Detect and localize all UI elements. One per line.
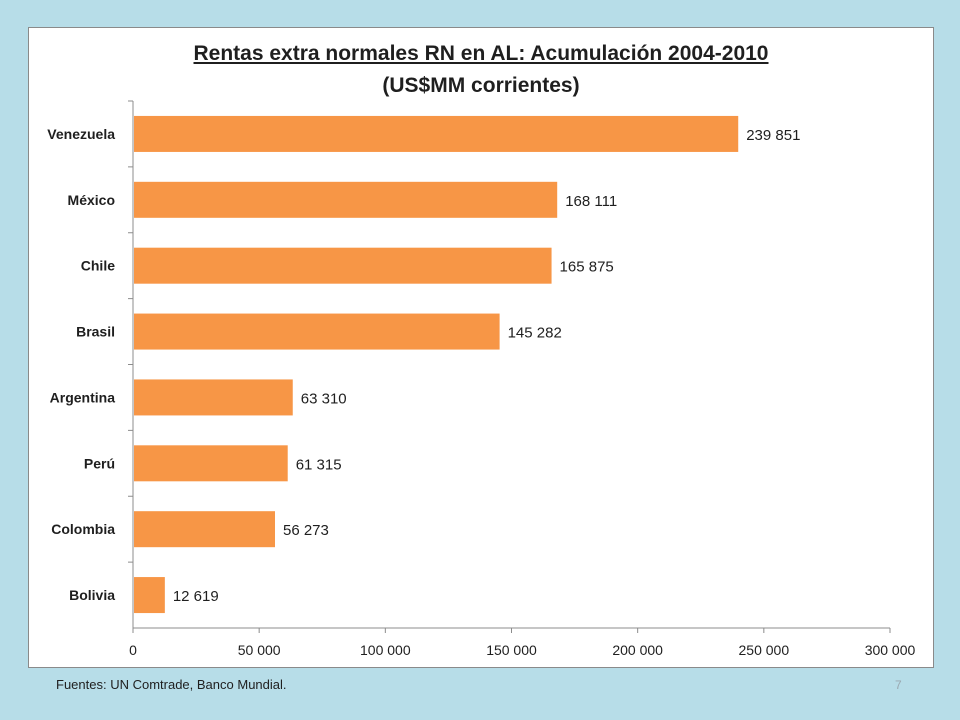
category-label: Argentina bbox=[50, 389, 116, 405]
bar-chart: 0 50 000 100 000 150 000 200 000 250 000 300 0… bbox=[47, 100, 916, 658]
bar bbox=[134, 379, 293, 416]
value-label: 168 111 bbox=[565, 193, 617, 210]
bar bbox=[134, 445, 288, 482]
bar bbox=[134, 181, 558, 218]
value-label: 145 282 bbox=[508, 325, 562, 342]
category-label: Venezuela bbox=[47, 126, 115, 142]
value-label: 61 315 bbox=[296, 456, 342, 473]
value-label: 12 619 bbox=[173, 588, 219, 605]
bar bbox=[134, 577, 165, 614]
chart-panel: Rentas extra normales RN en AL: Acumulac… bbox=[28, 27, 934, 668]
value-label: 63 310 bbox=[301, 390, 347, 407]
chart-title: Rentas extra normales RN en AL: Acumulac… bbox=[193, 42, 769, 65]
category-label: Brasil bbox=[76, 324, 115, 340]
source-note: Fuentes: UN Comtrade, Banco Mundial. bbox=[56, 677, 287, 692]
x-tick-label: 150 000 bbox=[486, 642, 537, 658]
category-label: Colombia bbox=[51, 521, 115, 537]
value-label: 165 875 bbox=[560, 259, 614, 276]
x-tick-label: 200 000 bbox=[612, 642, 663, 658]
bar bbox=[134, 115, 739, 152]
value-label: 56 273 bbox=[283, 522, 329, 539]
x-tick-label: 0 bbox=[129, 642, 137, 658]
category-label: Perú bbox=[84, 455, 115, 471]
value-label: 239 851 bbox=[746, 127, 800, 144]
x-tick-label: 250 000 bbox=[739, 642, 790, 658]
category-label: Bolivia bbox=[69, 587, 115, 603]
chart-subtitle: (US$MM corrientes) bbox=[382, 74, 580, 97]
bar bbox=[134, 313, 500, 350]
x-tick-label: 300 000 bbox=[865, 642, 916, 658]
page-number: 7 bbox=[895, 678, 902, 692]
bar bbox=[134, 511, 275, 548]
bar bbox=[134, 247, 552, 284]
category-label: México bbox=[68, 192, 115, 208]
category-label: Chile bbox=[81, 258, 115, 274]
x-tick-label: 50 000 bbox=[238, 642, 281, 658]
x-tick-label: 100 000 bbox=[360, 642, 411, 658]
